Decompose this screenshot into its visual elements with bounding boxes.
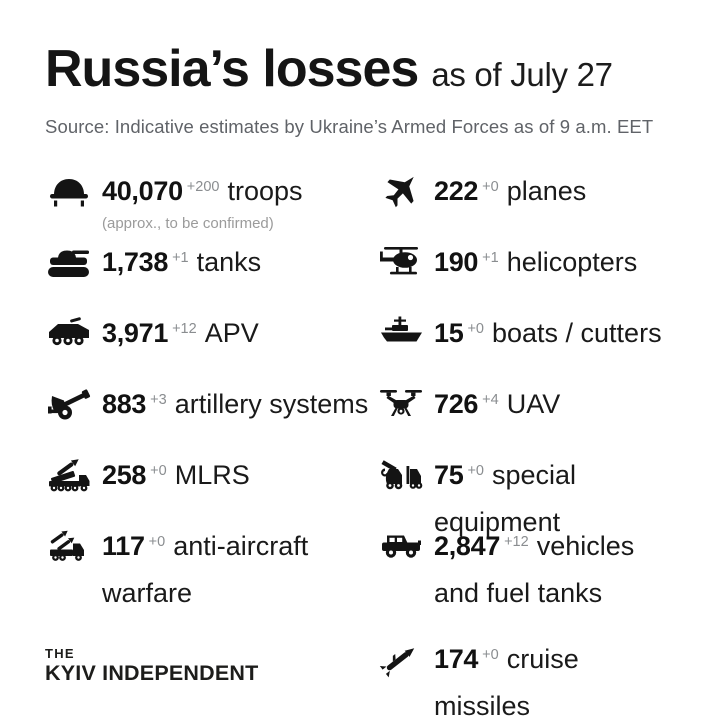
stat-value: 190: [434, 246, 479, 277]
page-subtitle: as of July 27: [431, 56, 613, 93]
stat-value: 40,070: [102, 175, 183, 206]
stat-label: anti-aircraft warfare: [102, 530, 309, 608]
stat-label: vehicles and fuel tanks: [434, 530, 635, 608]
stat-label: troops: [227, 175, 303, 206]
helicopter-icon: [377, 242, 425, 282]
kyiv-independent-logo: THE KYIV INDEPENDENT: [45, 647, 258, 687]
stat-label: APV: [204, 317, 259, 348]
stat-delta: +1: [482, 249, 499, 266]
stat-label: planes: [506, 175, 587, 206]
header: Russia’s losses as of July 27: [45, 42, 675, 97]
warship-icon: [377, 313, 425, 353]
stat-delta: +4: [482, 391, 499, 408]
stat-value: 15: [434, 317, 464, 348]
fighter-jet-icon: [377, 171, 425, 211]
stat-value: 1,738: [102, 246, 169, 277]
stat-label: tanks: [196, 246, 262, 277]
apv-icon: [45, 313, 93, 353]
crane-truck-icon: [377, 455, 425, 495]
stat-label: boats / cutters: [491, 317, 662, 348]
stat-label: MLRS: [174, 459, 250, 490]
stat-item-planes: 222 +0 planes: [377, 170, 675, 212]
jeep-icon: [377, 526, 425, 566]
stat-value: 222: [434, 175, 479, 206]
stat-item-helicopters: 190 +1 helicopters: [377, 241, 675, 283]
stat-delta: +0: [482, 178, 499, 195]
stat-delta: +0: [467, 462, 484, 479]
stat-item-tanks: 1,738 +1 tanks: [45, 241, 377, 283]
stat-label: artillery systems: [174, 388, 369, 419]
stat-delta: +0: [150, 462, 167, 479]
stat-label: cruise missiles: [434, 643, 579, 720]
stat-label: helicopters: [506, 246, 638, 277]
stat-item-cruise-missiles: 174 +0 cruise missiles: [377, 638, 675, 720]
helmet-icon: [45, 171, 93, 211]
drone-icon: [377, 384, 425, 424]
aa-missile-truck-icon: [45, 526, 93, 566]
stat-value: 3,971: [102, 317, 169, 348]
stat-value: 117: [102, 530, 145, 561]
stat-item-vehicles: 2,847 +12 vehicles and fuel tanks: [377, 525, 675, 609]
stat-value: 726: [434, 388, 479, 419]
stat-value: 174: [434, 643, 479, 674]
stat-value: 258: [102, 459, 147, 490]
tank-icon: [45, 242, 93, 282]
stat-item-artillery: 883 +3 artillery systems: [45, 383, 377, 425]
stat-delta: +12: [172, 320, 197, 337]
stat-delta: +0: [148, 533, 166, 550]
stats-grid: 40,070 +200 troops (approx., to be confirm…: [45, 170, 675, 720]
stat-value: 2,847: [434, 530, 501, 561]
stat-item-anti-aircraft: 117 +0 anti-aircraft warfare: [45, 525, 377, 609]
stat-value: 883: [102, 388, 147, 419]
stat-delta: +0: [482, 646, 499, 663]
logo-line-the: THE: [45, 646, 75, 662]
stat-item-boats: 15 +0 boats / cutters: [377, 312, 675, 354]
stat-delta: +0: [467, 320, 484, 337]
stat-label: special equipment: [434, 459, 577, 537]
mlrs-icon: [45, 455, 93, 495]
stat-item-uav: 726 +4 UAV: [377, 383, 675, 425]
cruise-missile-icon: [377, 639, 425, 679]
stat-delta: +1: [172, 249, 189, 266]
logo-line-name: KYIV INDEPENDENT: [45, 661, 259, 686]
stat-item-mlrs: 258 +0 MLRS: [45, 454, 377, 496]
howitzer-icon: [45, 384, 93, 424]
stat-label: UAV: [506, 388, 561, 419]
page-title: Russia’s losses: [45, 40, 419, 98]
stat-delta: +12: [504, 533, 529, 550]
source-line: Source: Indicative estimates by Ukraine’…: [45, 115, 654, 137]
stat-item-special-equipment: 75 +0 special equipment: [377, 454, 675, 537]
stat-value: 75: [434, 459, 464, 490]
stat-delta: +3: [150, 391, 167, 408]
stat-delta: +200: [186, 178, 220, 195]
stat-item-apv: 3,971 +12 APV: [45, 312, 377, 354]
stat-item-troops: 40,070 +200 troops (approx., to be confirm…: [45, 170, 377, 232]
stat-note: (approx., to be confirmed): [102, 214, 274, 232]
